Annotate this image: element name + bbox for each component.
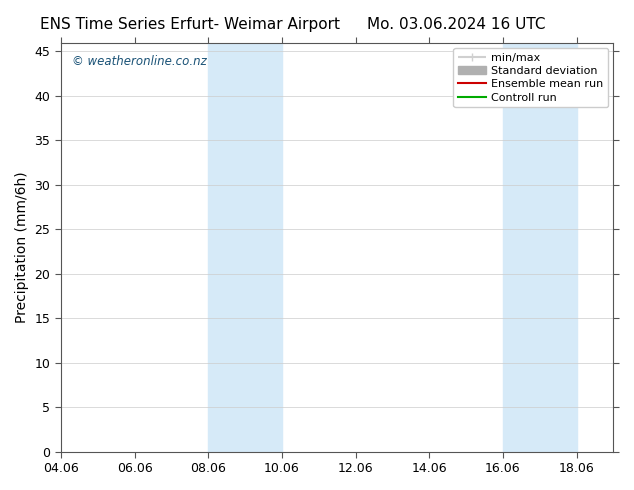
Text: Mo. 03.06.2024 16 UTC: Mo. 03.06.2024 16 UTC — [367, 17, 546, 32]
Bar — [503, 43, 576, 452]
Legend: min/max, Standard deviation, Ensemble mean run, Controll run: min/max, Standard deviation, Ensemble me… — [453, 48, 608, 107]
Bar — [208, 43, 282, 452]
Text: © weatheronline.co.nz: © weatheronline.co.nz — [72, 55, 207, 68]
Y-axis label: Precipitation (mm/6h): Precipitation (mm/6h) — [15, 172, 29, 323]
Text: ENS Time Series Erfurt- Weimar Airport: ENS Time Series Erfurt- Weimar Airport — [40, 17, 340, 32]
